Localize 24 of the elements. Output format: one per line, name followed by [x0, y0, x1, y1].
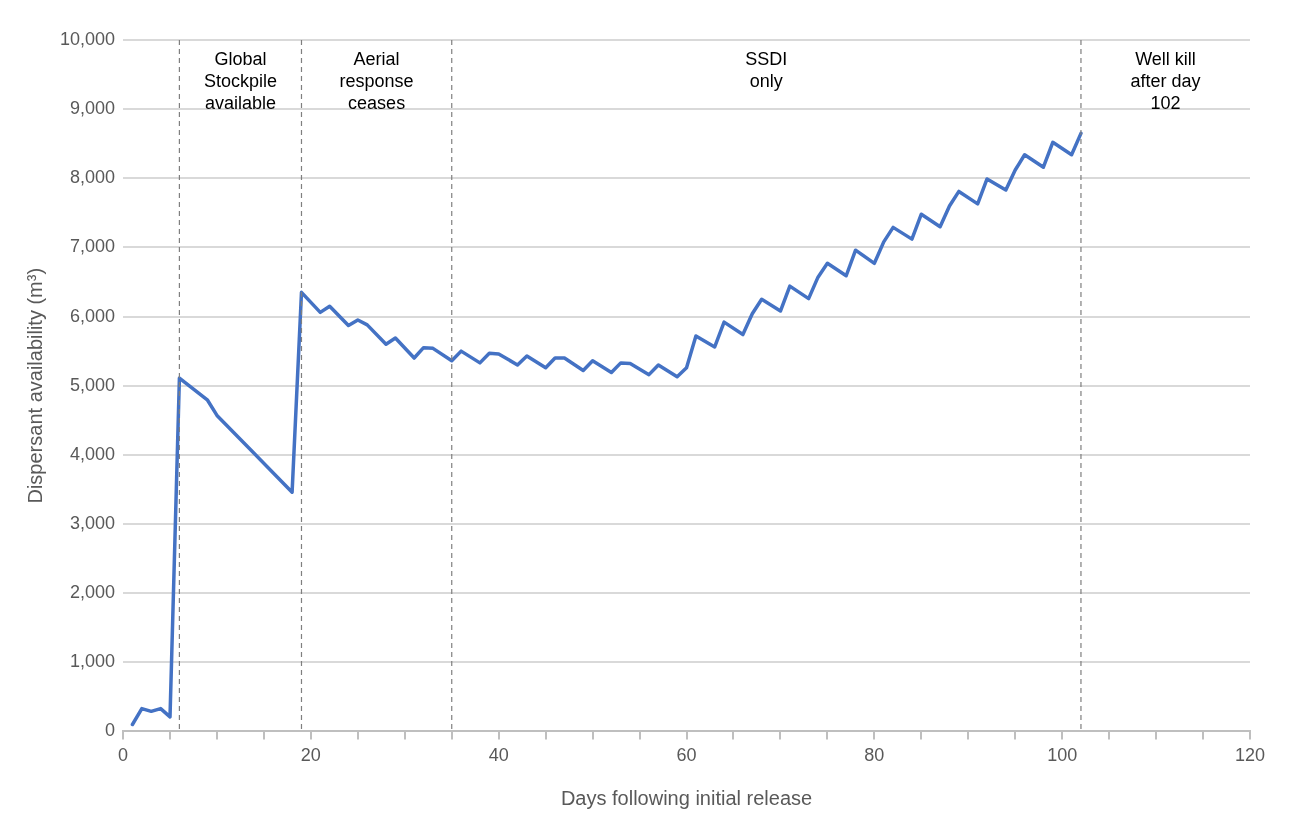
- y-tick-label: 1,000: [70, 651, 116, 672]
- annotation: SSDI only: [745, 48, 788, 91]
- x-tick-label: 0: [118, 745, 129, 766]
- x-tick-label: 120: [1234, 745, 1266, 766]
- x-tick-label: 100: [1047, 745, 1078, 766]
- annotation: Global Stockpile available: [203, 48, 277, 113]
- annotation: Aerial response ceases: [339, 48, 414, 113]
- annotation: Well kill after day 102: [1130, 48, 1201, 113]
- x-axis-title: Days following initial release: [560, 786, 813, 809]
- y-tick-label: 4,000: [70, 443, 116, 464]
- y-tick-label: 3,000: [70, 512, 116, 533]
- y-tick-label: 8,000: [70, 167, 116, 188]
- y-tick-label: 2,000: [70, 582, 116, 603]
- x-tick-label: 80: [864, 745, 885, 766]
- x-tick-label: 40: [488, 745, 509, 766]
- y-tick-label: 0: [105, 720, 116, 741]
- y-tick-label: 7,000: [70, 236, 116, 257]
- y-tick-label: 9,000: [70, 98, 116, 119]
- x-tick-label: 20: [300, 745, 321, 766]
- x-tick-label: 60: [676, 745, 697, 766]
- y-axis-title: Dispersant availability (m³): [23, 267, 46, 504]
- y-tick-label: 10,000: [59, 28, 116, 49]
- y-tick-label: 6,000: [70, 305, 116, 326]
- y-tick-label: 5,000: [70, 374, 116, 395]
